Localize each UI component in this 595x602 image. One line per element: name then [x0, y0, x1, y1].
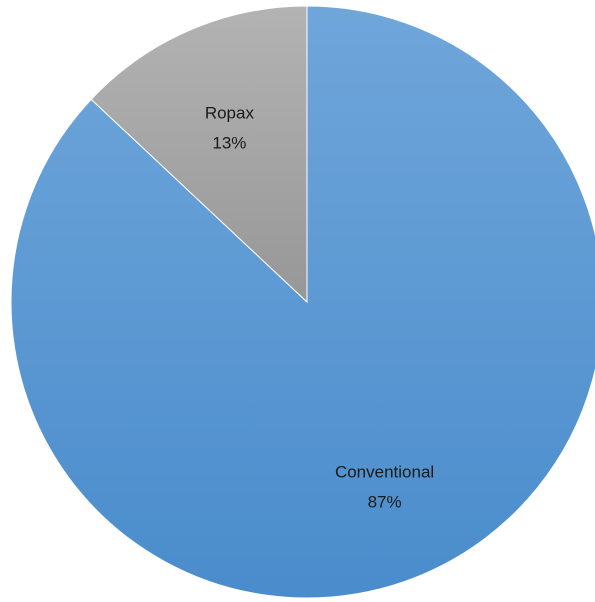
slice-percent-ropax: 13%: [212, 134, 246, 153]
slice-label-conventional: Conventional: [335, 462, 434, 481]
slice-percent-conventional: 87%: [368, 492, 402, 511]
labels-layer: Conventional 87% Ropax 13%: [205, 104, 434, 512]
pie-slice-conventional: [10, 5, 595, 599]
slice-label-ropax: Ropax: [205, 104, 255, 123]
pie-slice-ropax: [90, 5, 308, 304]
slices-layer: [10, 5, 595, 599]
